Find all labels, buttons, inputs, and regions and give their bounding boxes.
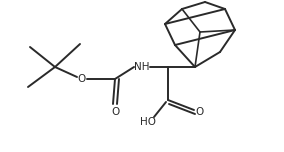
Text: HO: HO xyxy=(140,117,156,127)
Text: O: O xyxy=(111,107,119,117)
Text: O: O xyxy=(78,74,86,84)
Text: NH: NH xyxy=(134,62,150,72)
Text: O: O xyxy=(196,107,204,117)
